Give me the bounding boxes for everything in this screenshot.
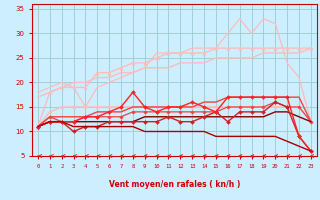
X-axis label: Vent moyen/en rafales ( kn/h ): Vent moyen/en rafales ( kn/h ) <box>109 180 240 189</box>
